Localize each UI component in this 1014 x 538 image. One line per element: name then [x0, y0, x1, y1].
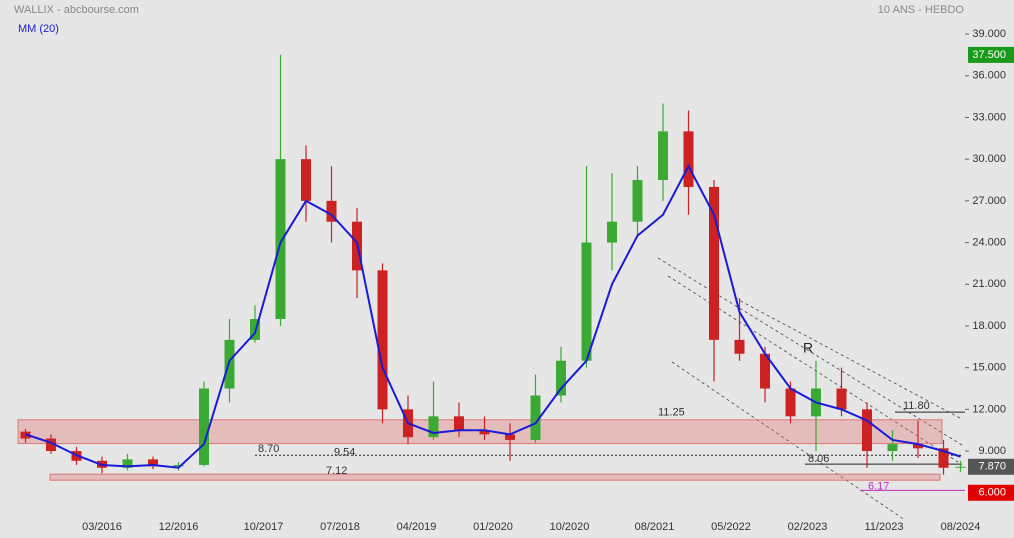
candle-body — [148, 459, 158, 467]
y-tick-label: 36.000 — [972, 70, 1006, 82]
price-tag-label: 6.000 — [978, 487, 1006, 499]
y-tick-label: 39.000 — [972, 28, 1006, 40]
ma-line — [25, 163, 961, 469]
candle-body — [955, 466, 966, 468]
annotation: R — [803, 340, 813, 356]
price-tag — [968, 46, 1014, 63]
price-tag — [968, 458, 1014, 475]
y-tick-label: 33.000 — [972, 111, 1006, 123]
level-label: 8.70 — [258, 443, 279, 455]
x-tick-label: 05/2022 — [711, 521, 751, 533]
candle-body — [581, 242, 592, 361]
candle-body — [122, 459, 133, 468]
x-tick-label: 08/2021 — [635, 521, 675, 533]
x-tick-label: 12/2016 — [159, 521, 199, 533]
candle-body — [862, 409, 872, 452]
candle-body — [454, 416, 464, 431]
y-tick-label: 9.000 — [978, 445, 1006, 457]
candle-body — [683, 131, 694, 187]
chart-subtitle: 10 ANS - HEBDO — [878, 4, 965, 16]
candle-body — [275, 159, 286, 320]
x-tick-label: 02/2023 — [788, 521, 828, 533]
y-tick-label: 15.000 — [972, 362, 1006, 374]
x-tick-label: 10/2020 — [550, 521, 590, 533]
legend-entry: MM (20) — [18, 23, 59, 35]
candle-body — [556, 360, 566, 396]
x-tick-label: 10/2017 — [244, 521, 284, 533]
candle-body — [377, 270, 388, 410]
price-tag-label: 37.500 — [972, 49, 1006, 61]
candle-body — [887, 444, 898, 452]
y-tick-label: 27.000 — [972, 195, 1006, 207]
candle-body — [46, 438, 56, 452]
candle-body — [632, 180, 643, 222]
candle-body — [938, 448, 949, 468]
chart-title: WALLIX - abcbourse.com — [14, 4, 139, 16]
y-tick-label: 30.000 — [972, 153, 1006, 165]
level-label: 6.17 — [868, 480, 889, 492]
level-label: 11.25 — [658, 407, 685, 419]
candle-body — [326, 200, 337, 222]
level-label: 9.54 — [334, 446, 355, 458]
candle-body — [658, 131, 668, 181]
y-tick-label: 12.000 — [972, 403, 1006, 415]
x-tick-label: 07/2018 — [320, 521, 360, 533]
x-tick-label: 04/2019 — [397, 521, 437, 533]
level-label: 8.06 — [808, 453, 829, 465]
level-label: 7.12 — [326, 465, 347, 477]
price-tag — [968, 484, 1014, 501]
candle-body — [199, 388, 209, 465]
y-tick-label: 18.000 — [972, 320, 1006, 332]
candle-body — [479, 430, 490, 435]
candle-body — [913, 444, 923, 449]
candle-body — [428, 416, 439, 438]
x-tick-label: 11/2023 — [865, 521, 904, 533]
y-tick-label: 21.000 — [972, 278, 1006, 290]
candle-body — [709, 186, 719, 340]
candle-body — [301, 159, 311, 201]
price-tag-label: 7.870 — [978, 461, 1006, 473]
candle-body — [836, 388, 847, 410]
candle-body — [505, 434, 515, 440]
y-tick-label: 24.000 — [972, 236, 1006, 248]
candle-body — [530, 395, 541, 440]
candle-body — [224, 339, 235, 389]
candle-body — [734, 339, 745, 354]
x-tick-label: 08/2024 — [941, 521, 981, 533]
level-label: 11.80 — [903, 400, 930, 412]
x-tick-label: 03/2016 — [82, 521, 122, 533]
channel-lines — [657, 257, 963, 521]
zone — [49, 473, 941, 481]
candle-body — [173, 464, 184, 467]
candle-body — [760, 353, 770, 389]
candle-body — [607, 221, 617, 243]
x-tick-label: 01/2020 — [473, 521, 513, 533]
candle-body — [785, 388, 796, 417]
